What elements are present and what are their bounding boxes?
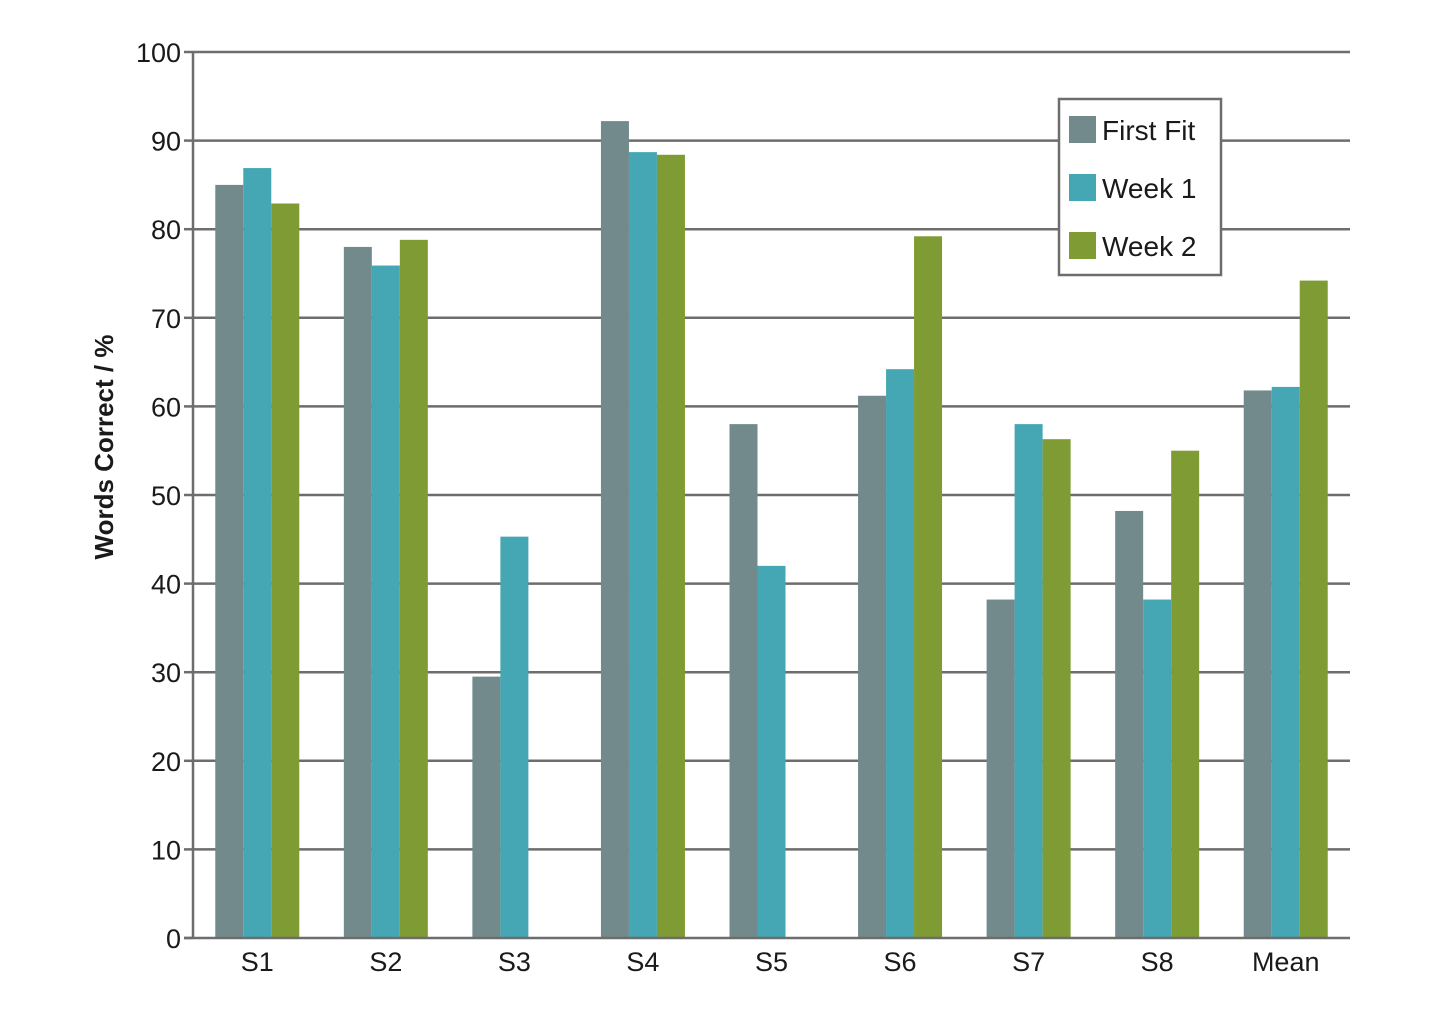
bar-s8-week-2 xyxy=(1171,450,1200,938)
y-tick-label: 30 xyxy=(151,658,181,688)
bar-mean-week-2 xyxy=(1299,280,1328,938)
bar-s4-first-fit xyxy=(600,121,629,938)
bar-s2-first-fit xyxy=(343,246,372,939)
bar-s5-week-1 xyxy=(757,565,786,938)
x-tick-label: S2 xyxy=(369,947,402,977)
y-tick-label: 50 xyxy=(151,481,181,511)
x-tick-label: S6 xyxy=(884,947,917,977)
y-tick-label: 60 xyxy=(151,392,181,422)
x-tick-label: Mean xyxy=(1252,947,1320,977)
axes xyxy=(184,52,1350,940)
bars xyxy=(215,121,1328,939)
y-tick-label: 70 xyxy=(151,304,181,334)
bar-mean-week-1 xyxy=(1271,386,1300,939)
legend-swatch xyxy=(1069,232,1096,259)
y-axis-tick-labels: 0 10 20 30 40 50 60 70 80 90 100 xyxy=(136,38,193,954)
x-tick-label: S7 xyxy=(1012,947,1045,977)
y-tick-label: 90 xyxy=(151,127,181,157)
bar-s7-week-1 xyxy=(1014,424,1043,938)
bar-s3-week-1 xyxy=(500,536,529,938)
y-tick-label: 10 xyxy=(151,835,181,865)
bar-s5-first-fit xyxy=(729,424,758,938)
bar-s6-week-2 xyxy=(914,236,943,939)
bar-s6-first-fit xyxy=(858,395,887,938)
bar-s8-week-1 xyxy=(1143,599,1172,938)
bar-s8-first-fit xyxy=(1115,510,1144,938)
bar-s7-first-fit xyxy=(986,599,1015,938)
y-axis-title: Words Correct / % xyxy=(89,335,119,560)
bar-s1-first-fit xyxy=(215,184,244,938)
bar-s7-week-2 xyxy=(1042,439,1071,938)
y-tick-label: 80 xyxy=(151,215,181,245)
legend-swatch xyxy=(1069,116,1096,143)
bar-s1-week-2 xyxy=(271,203,300,939)
legend-label: Week 2 xyxy=(1102,231,1196,262)
bar-s4-week-2 xyxy=(656,154,685,938)
x-tick-label: S5 xyxy=(755,947,788,977)
bar-s2-week-2 xyxy=(399,239,428,938)
bar-s4-week-1 xyxy=(628,152,657,939)
x-axis-tick-labels: S1 S2 S3 S4 S5 S6 S7 S8 Mean xyxy=(241,947,1320,977)
y-tick-label: 0 xyxy=(166,924,181,954)
legend-swatch xyxy=(1069,174,1096,201)
y-tick-label: 20 xyxy=(151,747,181,777)
x-tick-label: S8 xyxy=(1141,947,1174,977)
bar-s3-first-fit xyxy=(472,676,501,938)
bar-s6-week-1 xyxy=(886,369,915,938)
bar-s2-week-1 xyxy=(371,265,400,938)
y-tick-label: 100 xyxy=(136,38,181,68)
legend-label: First Fit xyxy=(1102,115,1196,146)
x-tick-label: S3 xyxy=(498,947,531,977)
bar-s1-week-1 xyxy=(243,168,272,939)
y-tick-label: 40 xyxy=(151,570,181,600)
bar-mean-first-fit xyxy=(1243,390,1272,938)
x-tick-label: S4 xyxy=(626,947,659,977)
x-tick-label: S1 xyxy=(241,947,274,977)
legend-label: Week 1 xyxy=(1102,173,1196,204)
legend: First Fit Week 1 Week 2 xyxy=(1057,97,1223,277)
